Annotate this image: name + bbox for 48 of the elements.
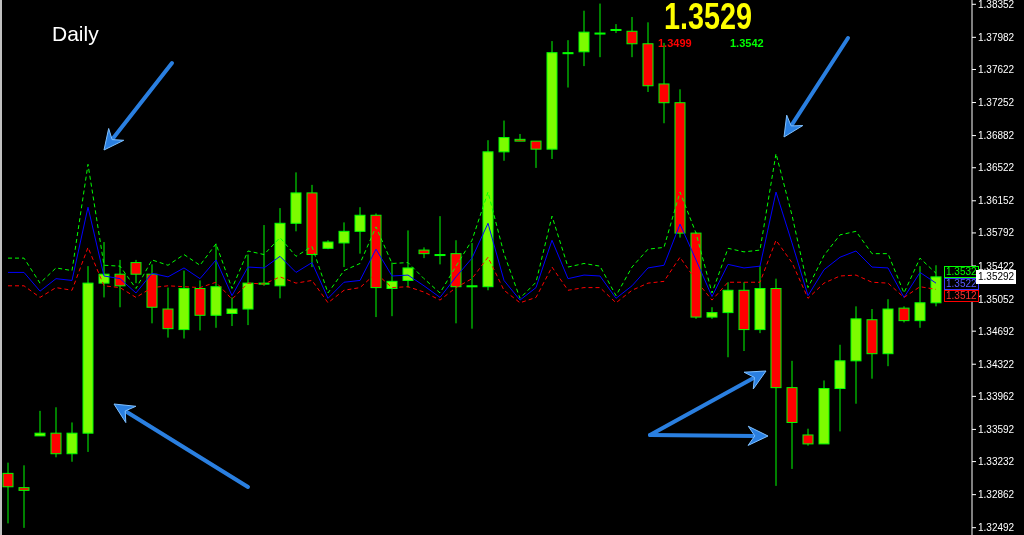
y-tick-label: 1.38352 [978, 0, 1015, 10]
candlestick [354, 206, 366, 255]
candlestick [578, 10, 590, 67]
candlestick [418, 246, 430, 259]
y-tick-label: 1.36882 [978, 130, 1015, 142]
y-tick-label: 1.32492 [978, 522, 1015, 534]
candlestick [258, 224, 270, 287]
text: Daily [52, 22, 99, 46]
candlestick [18, 464, 30, 529]
candlestick [130, 259, 142, 284]
candlestick [530, 140, 542, 169]
candlestick [402, 229, 414, 289]
y-tick-label: 1.37252 [978, 97, 1015, 109]
text: 1.3512 [944, 290, 979, 302]
candlestick [626, 16, 638, 58]
y-tick-label: 1.34322 [978, 358, 1015, 370]
annotation: 1.3542 [730, 37, 764, 49]
candlestick [226, 296, 238, 327]
candlestick [498, 120, 510, 162]
text: 1.35292 [976, 270, 1017, 284]
y-tick-label: 1.32862 [978, 489, 1015, 501]
candlestick [706, 306, 718, 320]
annotation: 1.3529 [664, 0, 753, 38]
candlestick [562, 39, 574, 89]
candlestick [610, 23, 622, 34]
y-tick-label: 1.35792 [978, 227, 1015, 239]
candlestick [514, 133, 526, 142]
y-tick-label: 1.35422 [978, 260, 1015, 272]
candlestick [50, 406, 62, 458]
candlestick [34, 410, 46, 437]
y-tick-label: 1.37622 [978, 64, 1015, 76]
candlestick [914, 265, 926, 329]
candlestick [66, 421, 78, 463]
candlestick [722, 281, 734, 358]
y-tick-label: 1.33962 [978, 390, 1015, 402]
text: 1.3532 [944, 266, 979, 278]
candlestick [2, 462, 14, 524]
y-tick-label: 1.33592 [978, 423, 1015, 435]
y-tick-label: 1.33232 [978, 456, 1015, 468]
candlestick [594, 3, 606, 58]
text: 1.3522 [944, 278, 979, 290]
y-tick-label: 1.37982 [978, 31, 1015, 43]
candlestick [338, 221, 350, 268]
annotation: 1.3499 [658, 37, 692, 49]
candlestick [434, 215, 446, 265]
y-tick-label: 1.36522 [978, 162, 1015, 174]
y-tick-label: 1.34692 [978, 325, 1015, 337]
y-tick-label: 1.36152 [978, 195, 1015, 207]
